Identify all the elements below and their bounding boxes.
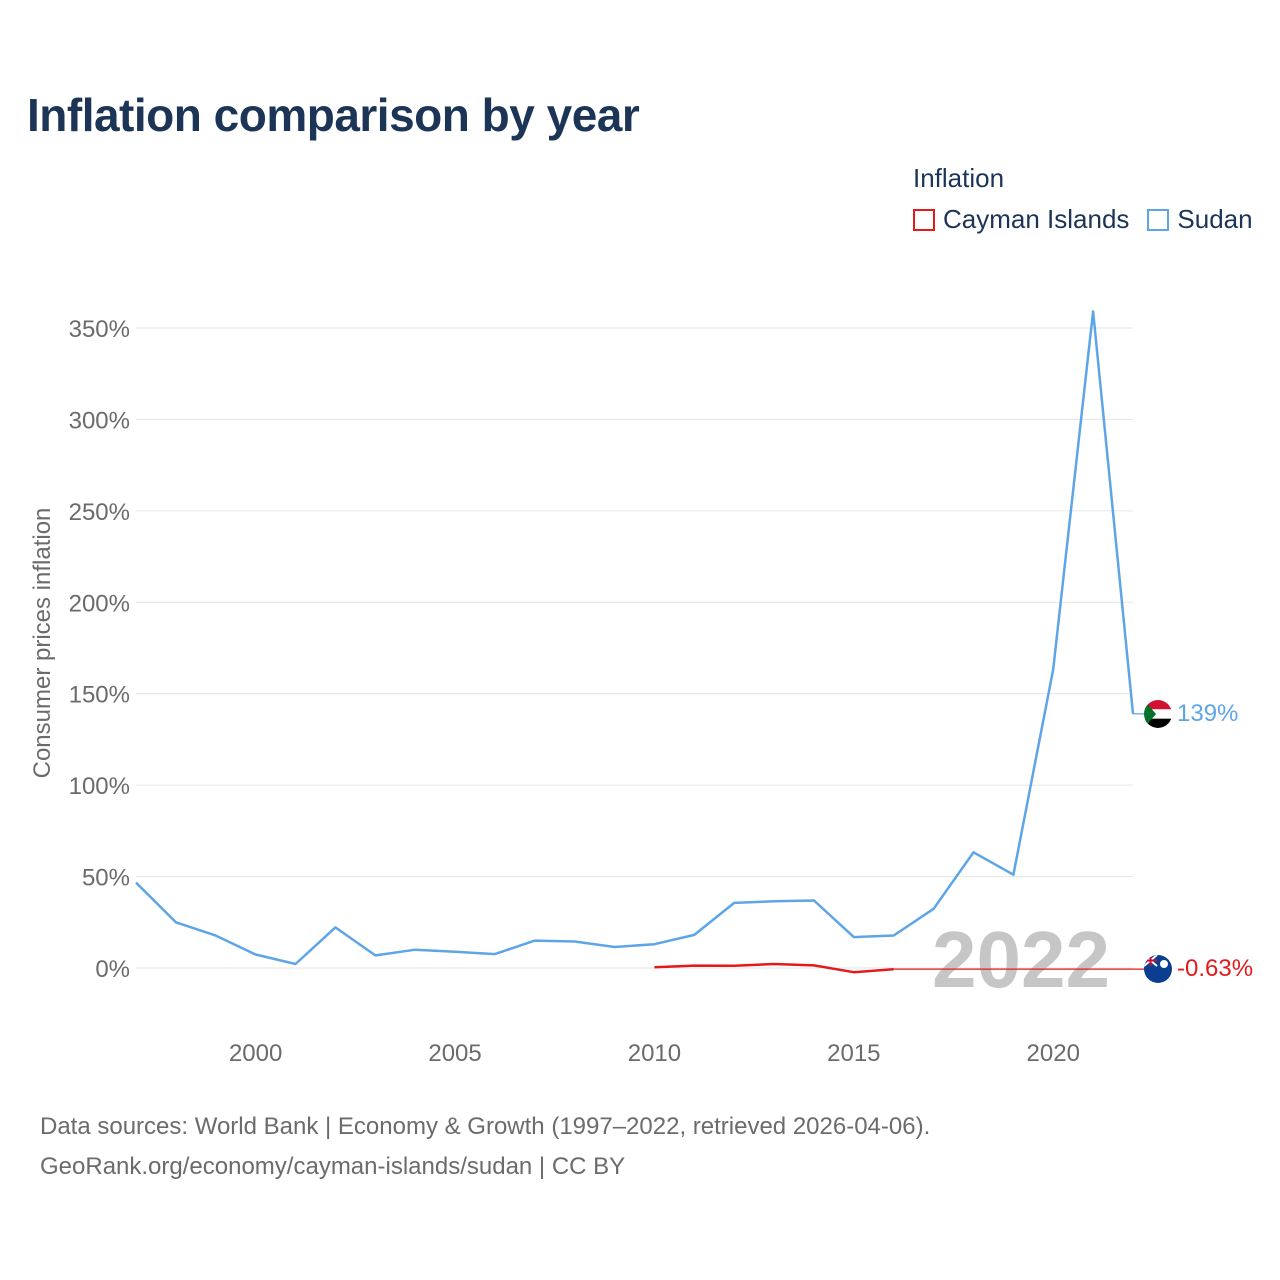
y-axis: 0% 50% 100% 150% 200% 250% 300% 350%: [69, 316, 130, 983]
y-tick-label: 0%: [95, 956, 130, 983]
y-tick-label: 150%: [69, 682, 130, 709]
y-tick-label: 300%: [69, 407, 130, 434]
cayman-islands-flag-icon: [1144, 955, 1172, 983]
y-tick-label: 100%: [69, 773, 130, 800]
end-label-cayman-islands: -0.63%: [1177, 955, 1253, 982]
grid-lines: [136, 327, 1133, 969]
x-axis: 2000 2005 2010 2015 2020: [229, 1040, 1080, 1067]
legend-title: Inflation: [913, 163, 1005, 193]
x-tick-label: 2010: [628, 1040, 681, 1067]
chart-title: Inflation comparison by year: [27, 89, 640, 141]
sudan-flag-icon: [1144, 700, 1172, 728]
y-tick-label: 250%: [69, 499, 130, 526]
y-tick-label: 200%: [69, 590, 130, 617]
legend-label-cayman-islands: Cayman Islands: [943, 204, 1130, 234]
series-line-cayman-islands[interactable]: [654, 962, 894, 974]
source-line-2[interactable]: GeoRank.org/economy/cayman-islands/sudan…: [40, 1153, 626, 1180]
x-tick-label: 2000: [229, 1040, 282, 1067]
legend-item-cayman-islands[interactable]: Cayman Islands: [913, 204, 1129, 235]
y-tick-label: 350%: [69, 316, 130, 343]
series-line-sudan[interactable]: [135, 310, 1135, 966]
data-source-note: Data sources: World Bank | Economy & Gro…: [40, 1107, 930, 1187]
series-lines: [135, 310, 1145, 974]
legend-swatch-cayman-islands: [913, 208, 935, 231]
source-line-1: Data sources: World Bank | Economy & Gro…: [40, 1113, 931, 1140]
year-watermark: 2022: [932, 915, 1110, 1004]
y-axis-label: Consumer prices inflation: [29, 508, 56, 779]
y-tick-label: 50%: [82, 865, 130, 892]
x-tick-label: 2005: [428, 1040, 481, 1067]
legend-swatch-sudan: [1147, 208, 1170, 231]
end-label-sudan: 139%: [1177, 700, 1238, 727]
x-tick-label: 2020: [1027, 1040, 1080, 1067]
legend-item-sudan[interactable]: Sudan: [1147, 204, 1253, 235]
legend-label-sudan: Sudan: [1177, 204, 1253, 234]
legend: Cayman Islands Sudan: [913, 204, 1253, 235]
x-tick-label: 2015: [827, 1040, 880, 1067]
